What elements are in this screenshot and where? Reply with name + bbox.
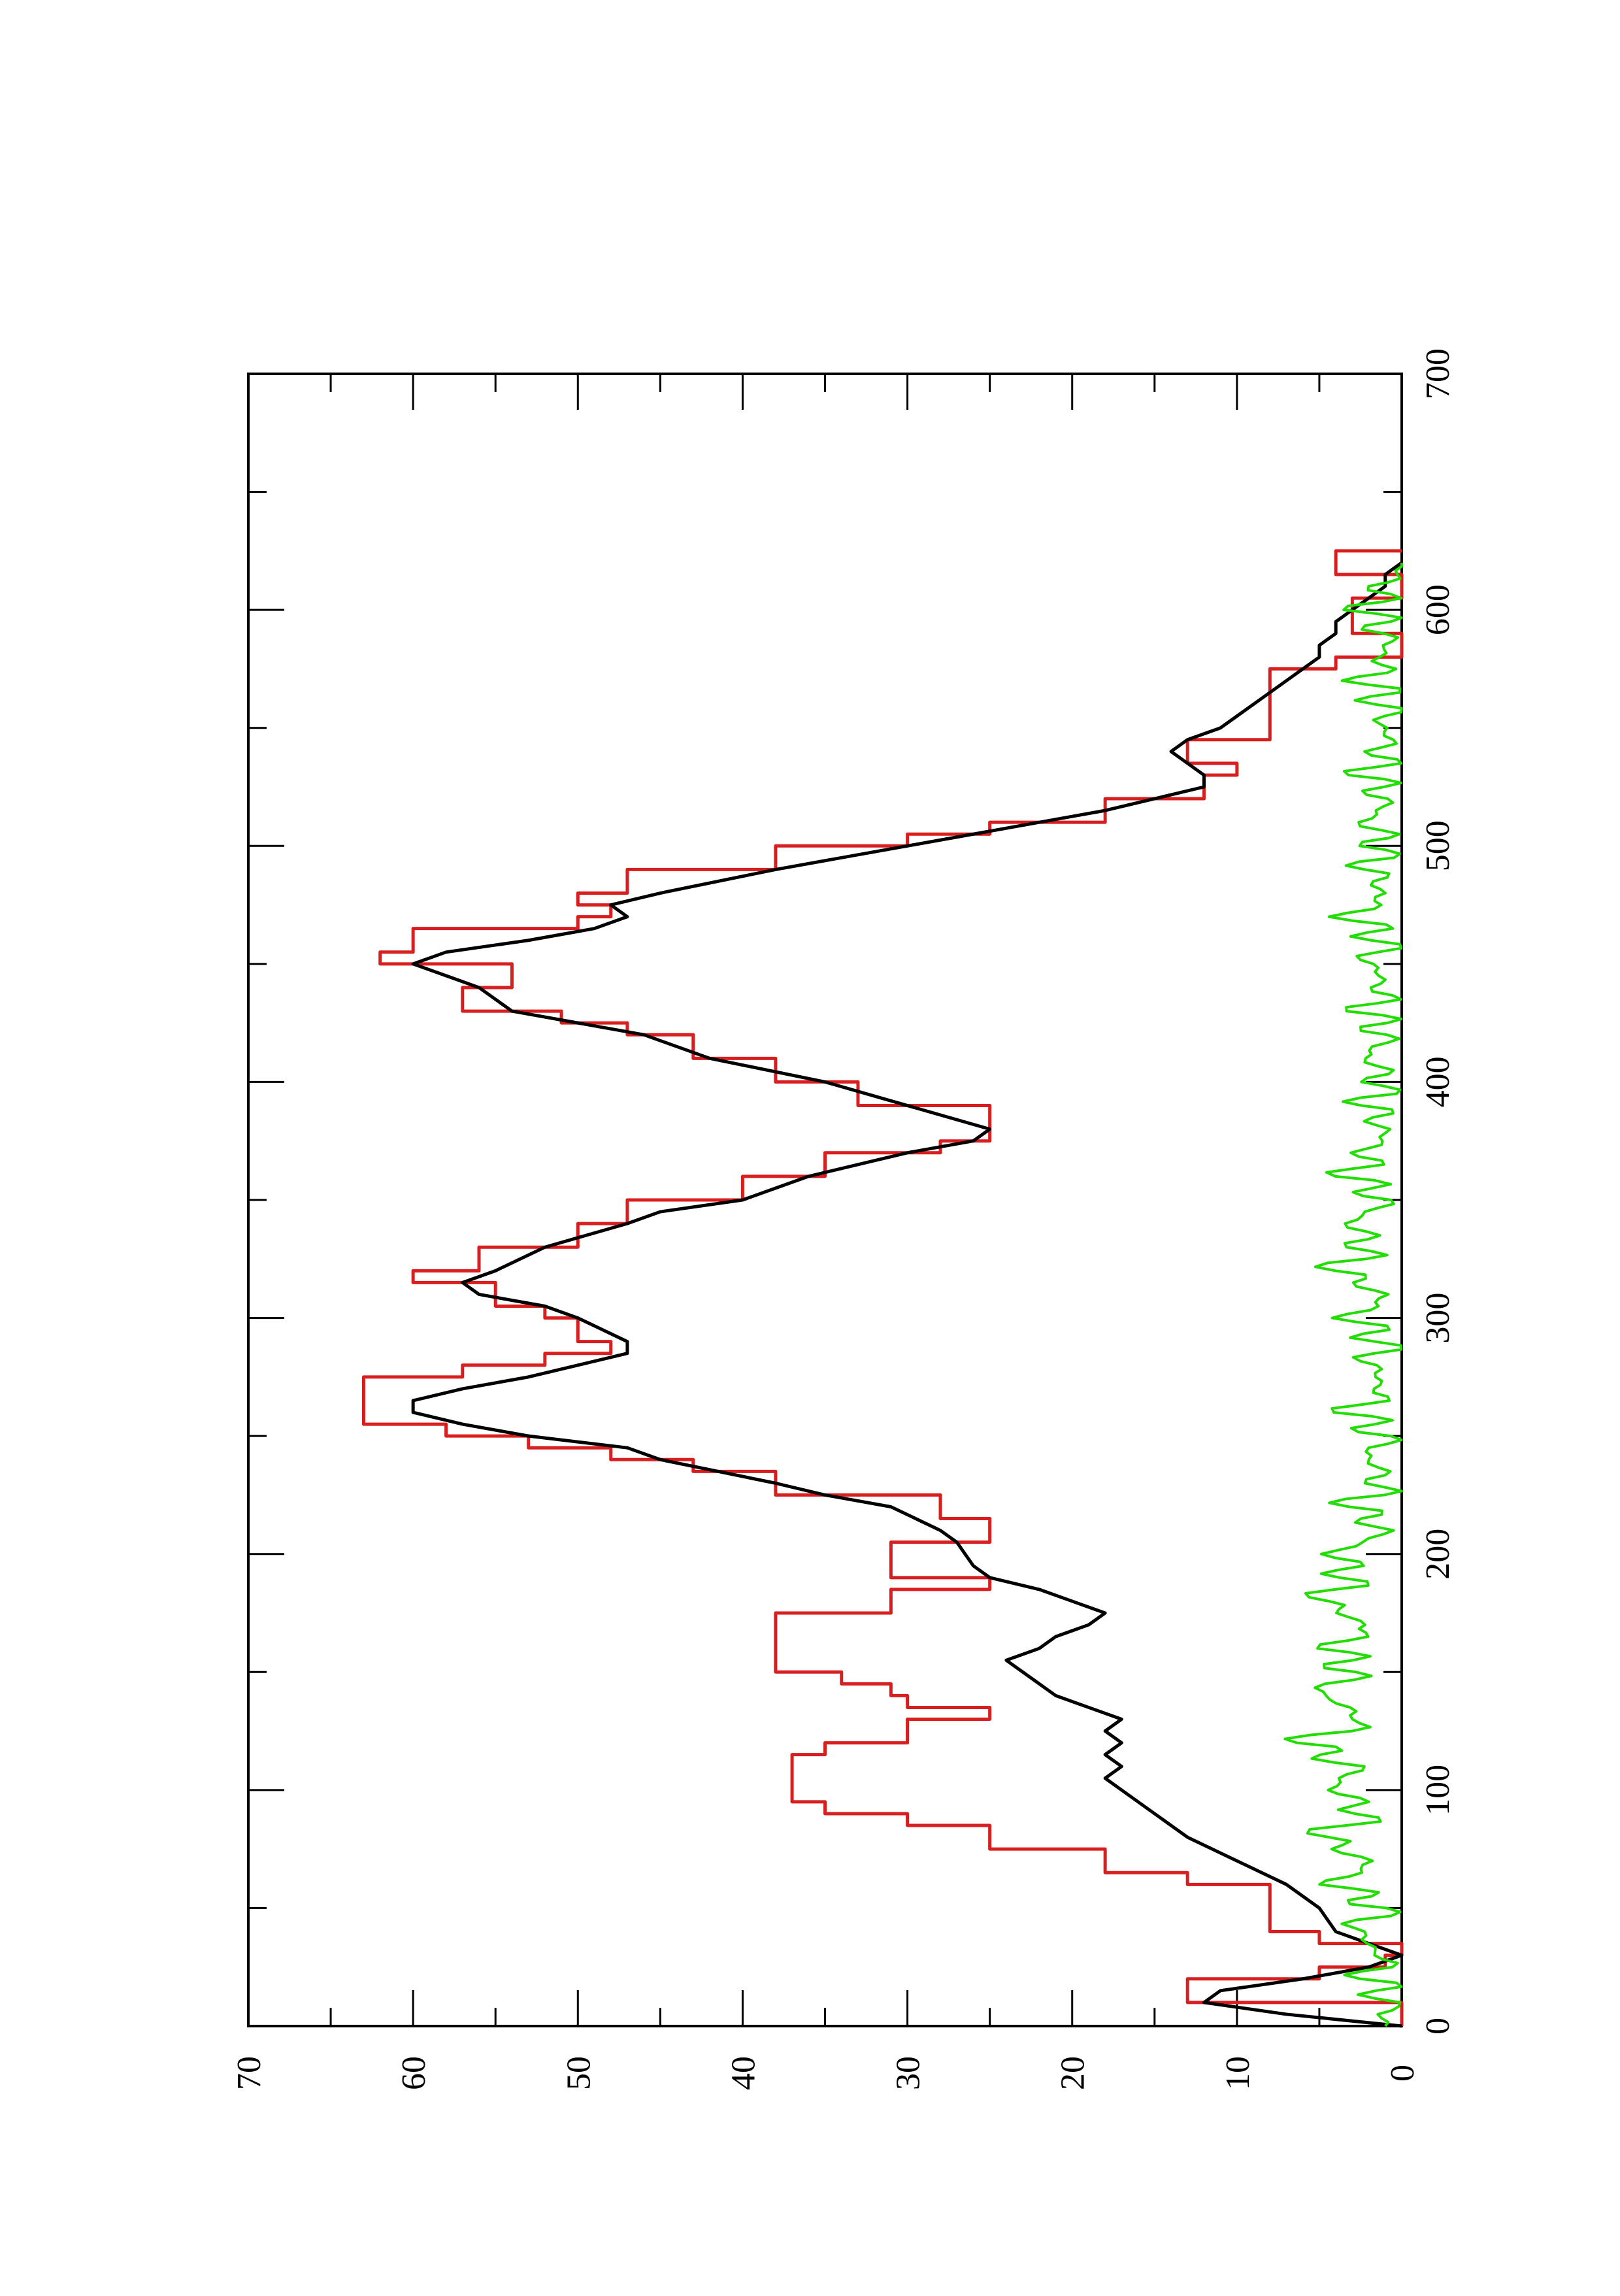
y-tick-label: 0 [1384, 2065, 1421, 2082]
x-tick-label: 500 [1419, 820, 1457, 871]
x-tick-label: 100 [1419, 1765, 1457, 1816]
x-tick-label: 200 [1419, 1529, 1457, 1580]
plot-frame [247, 373, 1403, 2027]
ticks-layer [247, 373, 1403, 2027]
series-layer [362, 549, 1404, 2028]
x-tick-label: 0 [1419, 2018, 1457, 2035]
y-tick-label: 40 [725, 2056, 762, 2090]
x-tick-label: 600 [1419, 584, 1457, 635]
y-tick-label: 20 [1055, 2056, 1092, 2090]
x-tick-label: 300 [1419, 1293, 1457, 1344]
series-line-2 [1283, 562, 1403, 2027]
x-tick-label: 400 [1419, 1056, 1457, 1107]
y-tick-label: 70 [231, 2056, 268, 2090]
series-line-1 [411, 561, 1404, 2028]
y-tick-label: 30 [890, 2056, 927, 2090]
labels-layer: 0 100 200 300 400 500 600 700 0 10 20 30 40 50 60 70 [231, 348, 1457, 2090]
x-tick-label: 700 [1419, 348, 1457, 399]
series-line-0 [362, 549, 1404, 2026]
y-tick-label: 50 [560, 2056, 597, 2090]
y-tick-label: 10 [1219, 2056, 1257, 2090]
y-tick-label: 60 [395, 2056, 433, 2090]
